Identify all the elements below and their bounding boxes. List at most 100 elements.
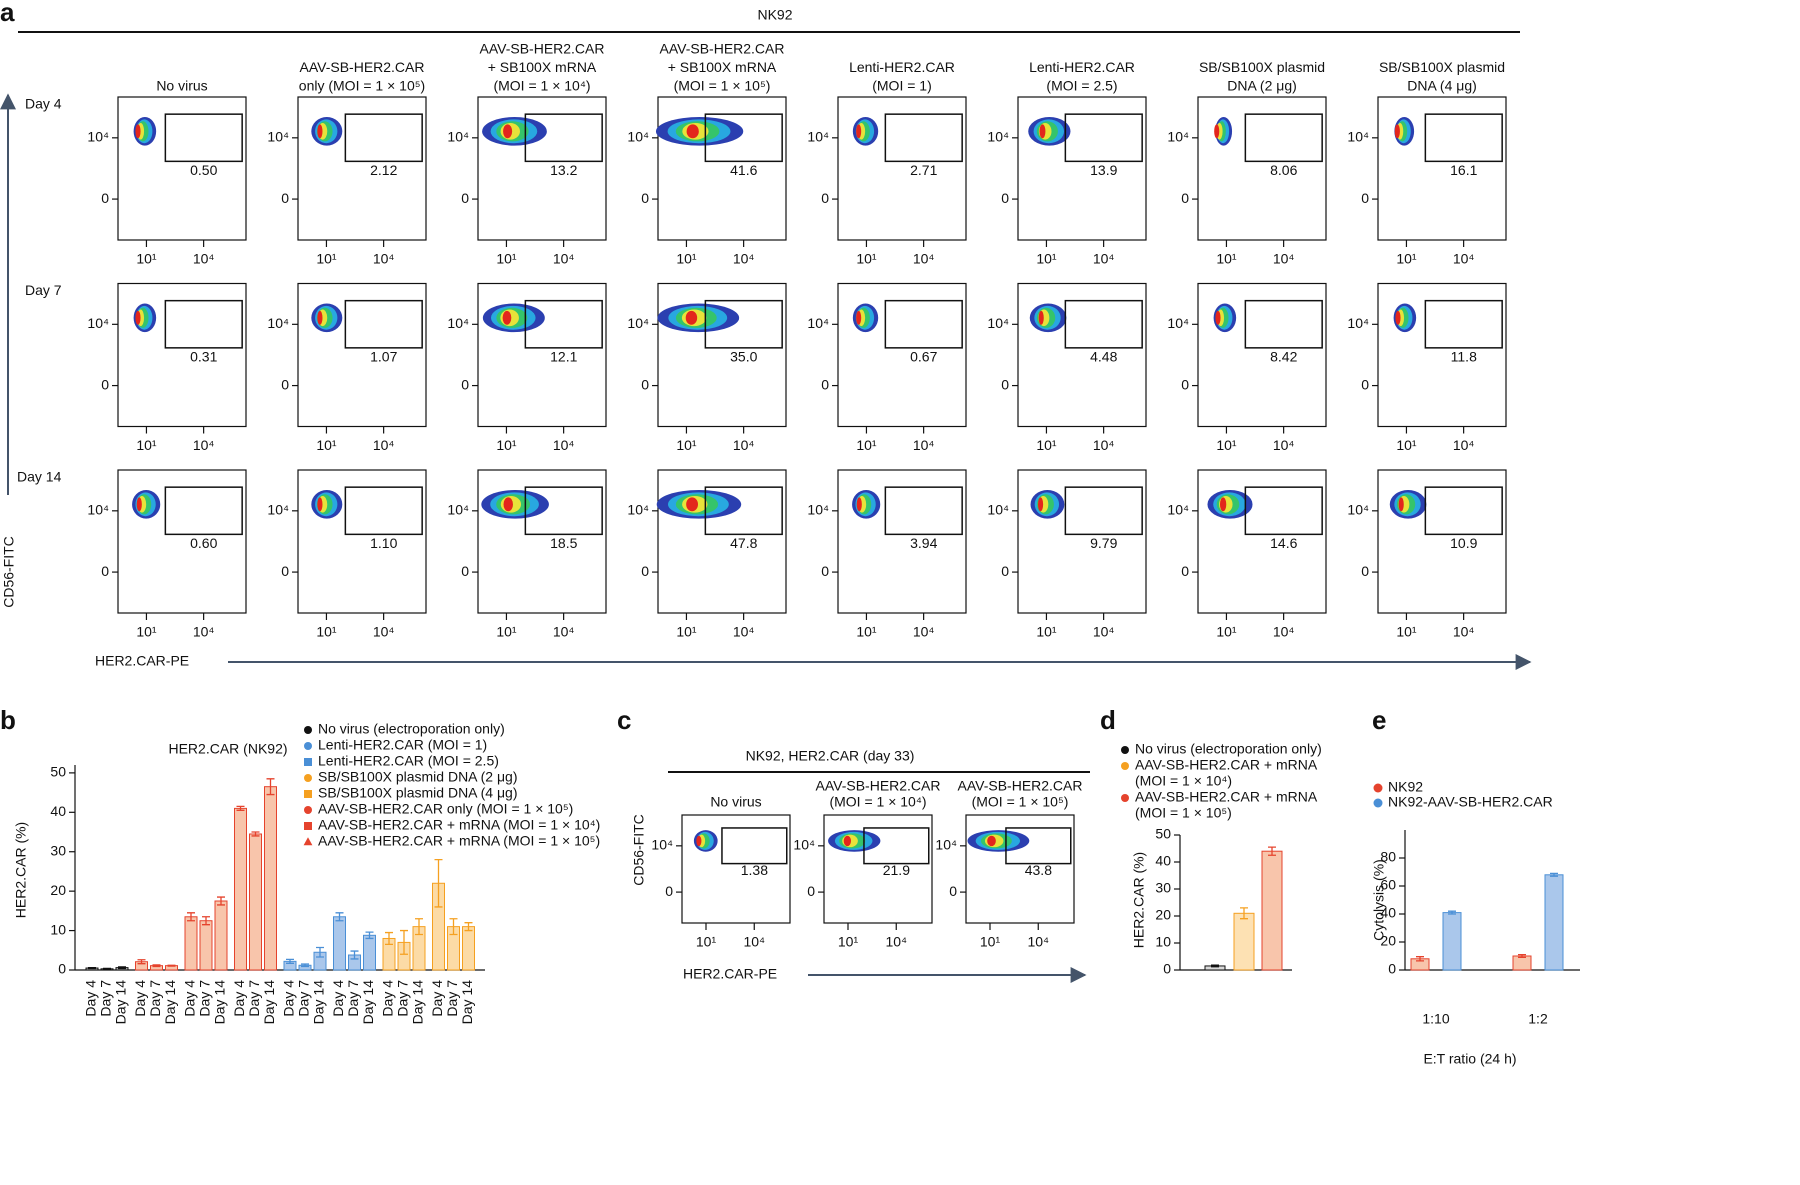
gate-percentage: 2.12 bbox=[370, 162, 397, 178]
plot-frame bbox=[1197, 469, 1327, 614]
y-tick-label: 10⁴ bbox=[1347, 129, 1369, 145]
error-bar bbox=[449, 918, 458, 936]
error-bar bbox=[236, 805, 245, 811]
y-tick-label: 10⁴ bbox=[447, 502, 469, 518]
y-tick-label: 80 bbox=[1380, 849, 1396, 865]
legend-marker bbox=[304, 774, 312, 782]
x-tick-label: Day 4 bbox=[132, 980, 148, 1017]
gate bbox=[704, 486, 783, 536]
gate-percentage: 9.79 bbox=[1090, 535, 1117, 551]
x-tick-label: Day 4 bbox=[380, 980, 396, 1017]
x-tick-label: 10⁴ bbox=[373, 624, 395, 640]
y-tick-label: 10⁴ bbox=[1347, 315, 1369, 331]
x-tick-label: Day 7 bbox=[296, 980, 312, 1017]
x-tick-label: 10¹ bbox=[838, 934, 859, 950]
error-bar bbox=[1416, 956, 1424, 962]
plot-frame bbox=[117, 96, 247, 241]
bar bbox=[333, 916, 346, 971]
legend-marker bbox=[304, 726, 312, 734]
column-label: SB/SB100X plasmid bbox=[1199, 59, 1325, 75]
gate bbox=[884, 486, 963, 536]
column-label: AAV-SB-HER2.CAR bbox=[816, 778, 941, 794]
x-tick-label: 10⁴ bbox=[1453, 624, 1475, 640]
y-tick-label: 10⁴ bbox=[793, 837, 815, 853]
y-tick-label: 0 bbox=[461, 376, 469, 392]
error-bar bbox=[335, 912, 344, 922]
x-tick-label: Day 4 bbox=[330, 980, 346, 1017]
density-contour bbox=[987, 835, 996, 847]
column-label: (MOI = 2.5) bbox=[1046, 78, 1117, 94]
error-bar bbox=[152, 964, 161, 968]
error-bar bbox=[118, 966, 126, 970]
y-tick-label: 0 bbox=[101, 376, 109, 392]
x-tick-label: 10⁴ bbox=[1093, 437, 1115, 453]
y-tick-label: 0 bbox=[281, 376, 289, 392]
x-tick-label: Day 4 bbox=[83, 980, 99, 1017]
plot-frame bbox=[1377, 96, 1507, 241]
x-tick-label: 10¹ bbox=[136, 437, 157, 453]
gate-percentage: 1.10 bbox=[370, 535, 397, 551]
legend-marker bbox=[1121, 746, 1129, 754]
x-tick-label: 10¹ bbox=[316, 251, 337, 267]
x-tick-label: 10⁴ bbox=[1273, 251, 1295, 267]
panel-letter: a bbox=[0, 0, 15, 27]
x-tick-label: 10¹ bbox=[856, 624, 877, 640]
column-label: Lenti-HER2.CAR bbox=[849, 59, 955, 75]
y-tick-label: 10⁴ bbox=[627, 129, 649, 145]
y-tick-label: 40 bbox=[1155, 853, 1171, 869]
x-tick-label: 10¹ bbox=[676, 624, 697, 640]
y-tick-label: 0 bbox=[821, 190, 829, 206]
panel-letter: c bbox=[617, 705, 631, 735]
x-tick-label: Day 14 bbox=[459, 980, 475, 1025]
x-tick-label: 10⁴ bbox=[733, 624, 755, 640]
error-bar bbox=[301, 963, 309, 968]
legend-label: No virus (electroporation only) bbox=[318, 721, 505, 737]
x-tick-label: 10⁴ bbox=[373, 251, 395, 267]
x-tick-label: Day 7 bbox=[444, 980, 460, 1017]
gate-percentage: 0.67 bbox=[910, 349, 937, 365]
y-tick-label: 10⁴ bbox=[267, 129, 289, 145]
gate-percentage: 13.2 bbox=[550, 162, 577, 178]
density-contour bbox=[843, 835, 852, 847]
x-tick-label: 10¹ bbox=[980, 934, 1001, 950]
column-label: AAV-SB-HER2.CAR bbox=[958, 778, 1083, 794]
gate bbox=[1424, 486, 1503, 536]
density-contour bbox=[685, 310, 698, 325]
y-tick-label: 0 bbox=[1001, 190, 1009, 206]
y-tick-label: 50 bbox=[50, 764, 66, 780]
legend-marker bbox=[304, 758, 312, 766]
y-tick-label: 0 bbox=[641, 376, 649, 392]
y-tick-label: 0 bbox=[1361, 376, 1369, 392]
y-axis-label: HER2.CAR (%) bbox=[1131, 852, 1147, 948]
bar bbox=[1442, 912, 1462, 971]
column-label: (MOI = 1 × 10⁴) bbox=[493, 78, 590, 94]
gate-percentage: 0.50 bbox=[190, 162, 217, 178]
x-tick-label: Day 4 bbox=[281, 980, 297, 1017]
gate-percentage: 8.42 bbox=[1270, 349, 1297, 365]
x-tick-label: 10⁴ bbox=[1453, 251, 1475, 267]
x-tick-label: Day 14 bbox=[261, 980, 277, 1025]
y-tick-label: 10⁴ bbox=[447, 315, 469, 331]
x-tick-label: 10⁴ bbox=[733, 251, 755, 267]
gate bbox=[1244, 486, 1323, 536]
legend-label: AAV-SB-HER2.CAR + mRNA bbox=[1135, 789, 1318, 805]
plot-frame bbox=[477, 469, 607, 614]
plot-frame bbox=[477, 282, 607, 428]
y-tick-label: 10⁴ bbox=[87, 502, 109, 518]
error-bar bbox=[202, 916, 210, 926]
y-tick-label: 10⁴ bbox=[1347, 502, 1369, 518]
error-bar bbox=[1211, 964, 1219, 968]
x-tick-label: 10¹ bbox=[1216, 251, 1237, 267]
x-tick-label: 10¹ bbox=[1396, 624, 1417, 640]
bar bbox=[264, 786, 277, 971]
legend-label: AAV-SB-HER2.CAR only (MOI = 1 × 10⁵) bbox=[318, 801, 573, 817]
gate-percentage: 14.6 bbox=[1270, 535, 1297, 551]
plot-frame bbox=[657, 96, 787, 241]
x-tick-label: 10¹ bbox=[316, 624, 337, 640]
bar bbox=[1261, 850, 1283, 971]
x-tick-label: 10¹ bbox=[856, 251, 877, 267]
column-label: AAV-SB-HER2.CAR bbox=[660, 41, 785, 57]
y-tick-label: 0 bbox=[1001, 376, 1009, 392]
x-tick-label: 1:10 bbox=[1422, 1011, 1449, 1027]
gate bbox=[524, 299, 603, 349]
